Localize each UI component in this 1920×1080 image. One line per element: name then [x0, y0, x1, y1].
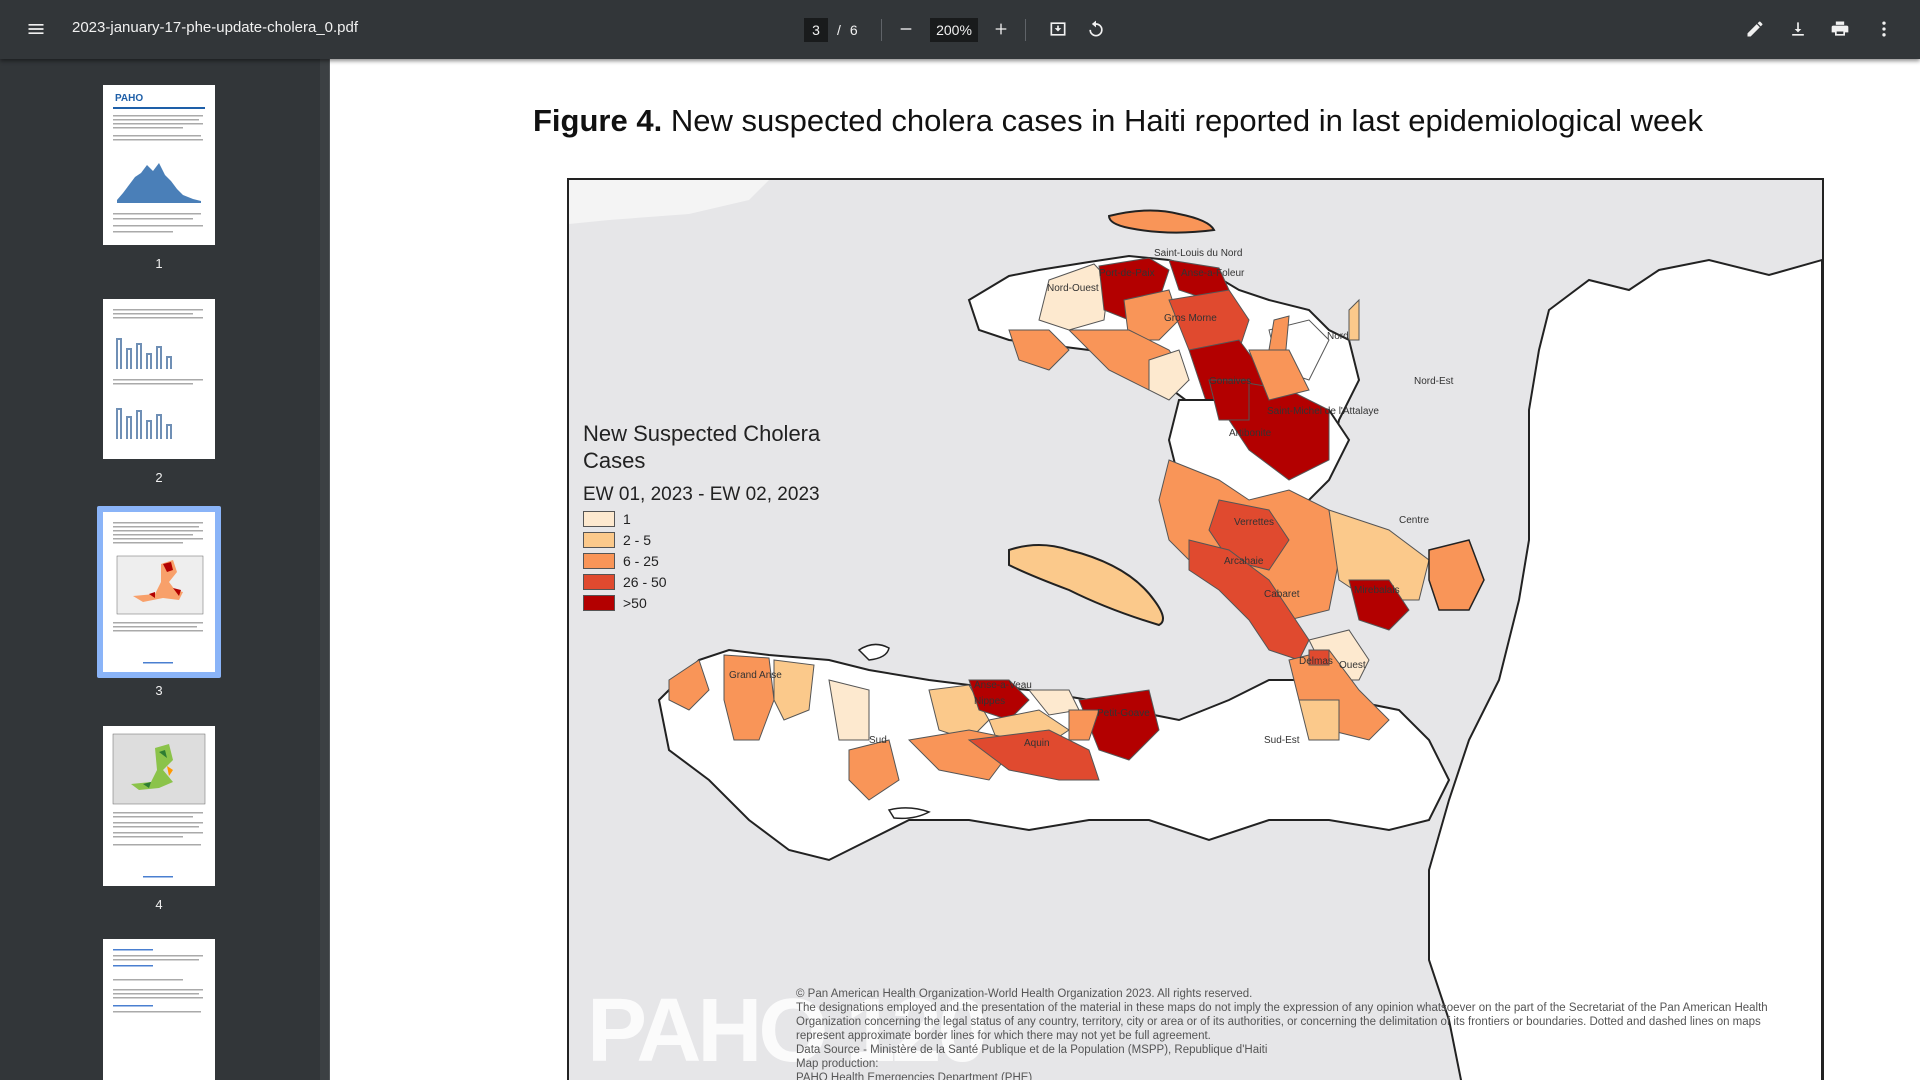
legend-subtitle: EW 01, 2023 - EW 02, 2023 [583, 484, 820, 505]
map-region-label: Saint-Michel de l'Attalaye [1267, 406, 1379, 417]
page-selector: / 6 [804, 18, 858, 42]
menu-icon[interactable] [16, 9, 56, 49]
map-region-label: Sud-Est [1264, 735, 1300, 746]
map-region-label: Port-de-Paix [1099, 268, 1155, 279]
map-region-label: Petit-Goave [1097, 708, 1150, 719]
credit-line: PAHO Health Emergencies Department (PHE) [796, 1072, 1033, 1080]
credit-line: Data Source - Ministère de la Santé Publ… [796, 1044, 1268, 1056]
document-title: 2023-january-17-phe-update-cholera_0.pdf [72, 19, 359, 36]
credit-line: Map production: [796, 1058, 879, 1070]
map-region-label: Cabaret [1264, 589, 1300, 600]
legend-item: 2 - 5 [583, 532, 843, 548]
more-options-icon[interactable] [1864, 9, 1904, 49]
print-icon[interactable] [1820, 9, 1860, 49]
map-region-label: Nord-Ouest [1047, 283, 1099, 294]
haiti-cholera-map: New Suspected Cholera Cases EW 01, 2023 … [567, 178, 1824, 1080]
legend-item: 26 - 50 [583, 574, 843, 590]
thumbnail-preview [113, 949, 203, 1013]
map-region-label: Anse-a-Veau [974, 680, 1032, 691]
zoom-out-button[interactable] [886, 9, 926, 49]
page-separator: / [837, 22, 841, 38]
map-region-label: Mirebalais [1354, 585, 1400, 596]
total-pages: 6 [849, 22, 858, 38]
map-region-label: Grand Anse [729, 670, 782, 681]
legend-label: 1 [623, 511, 631, 527]
legend-swatch [583, 595, 615, 611]
legend-item: 6 - 25 [583, 553, 843, 569]
map-region-label: Aquin [1024, 738, 1050, 749]
thumbnail-preview: PAHO [113, 93, 205, 233]
map-credits: © Pan American Health Organization-World… [796, 987, 1796, 1080]
page-thumbnail-5[interactable] [103, 939, 215, 1080]
map-region-label: Delmas [1299, 656, 1333, 667]
page-thumbnail-2[interactable] [103, 299, 215, 459]
map-region-label: Arcahaie [1224, 556, 1264, 567]
map-region-label: Gros Morne [1164, 313, 1217, 324]
legend-label: 26 - 50 [623, 574, 667, 590]
map-region-label: Centre [1399, 515, 1430, 526]
legend-label: >50 [623, 595, 647, 611]
map-region-label: Saint-Louis du Nord [1154, 248, 1243, 259]
zoom-in-button[interactable] [981, 9, 1021, 49]
page-thumbnail-3[interactable] [103, 512, 215, 672]
thumbnail-page-number: 1 [155, 256, 163, 271]
map-region-label: Anse-a-Foleur [1181, 268, 1245, 279]
legend-label: 2 - 5 [623, 532, 652, 548]
thumbnail-sidebar: PAHO 1 2 [0, 59, 320, 1080]
download-icon[interactable] [1778, 9, 1818, 49]
figure-caption: Figure 4. New suspected cholera cases in… [533, 103, 1703, 139]
page-thumbnail-4[interactable] [103, 726, 215, 886]
thumbnail-preview [113, 309, 203, 439]
svg-text:PAHO: PAHO [115, 93, 143, 104]
map-legend: New Suspected Cholera Cases EW 01, 2023 … [583, 420, 843, 611]
credit-line: The designations employed and the presen… [796, 1002, 1768, 1042]
map-region-label: Sud [869, 735, 887, 746]
legend-label: 6 - 25 [623, 553, 659, 569]
pdf-toolbar: 2023-january-17-phe-update-cholera_0.pdf… [0, 0, 1920, 59]
legend-item: 1 [583, 511, 843, 527]
legend-swatch [583, 511, 615, 527]
legend-item: >50 [583, 595, 843, 611]
thumbnail-page-number: 2 [155, 470, 163, 485]
credit-line: © Pan American Health Organization-World… [796, 988, 1253, 1000]
legend-swatch [583, 553, 615, 569]
map-region-label: Ouest [1339, 660, 1366, 671]
fit-to-page-icon[interactable] [1038, 9, 1078, 49]
map-graphic [569, 180, 1822, 1080]
thumbnail-preview [113, 522, 204, 664]
paho-120-watermark: PAHO 120 [587, 981, 988, 1080]
sidebar-scrollbar[interactable] [320, 59, 329, 1080]
map-region-label: Artibonite [1229, 428, 1272, 439]
thumbnail-preview [112, 733, 206, 878]
legend-title: New Suspected Cholera Cases [583, 421, 821, 473]
legend-swatch [583, 574, 615, 590]
page-number-input[interactable] [804, 18, 828, 42]
toolbar-divider [881, 19, 882, 41]
map-region-label: Gonaives [1209, 376, 1252, 387]
zoom-input[interactable] [930, 18, 978, 42]
map-region-label: Verrettes [1234, 517, 1275, 528]
page-thumbnail-1[interactable]: PAHO [103, 85, 215, 245]
annotate-pencil-icon[interactable] [1735, 9, 1775, 49]
map-region-label: Nord [1327, 331, 1349, 342]
toolbar-divider [1025, 19, 1026, 41]
map-region-label: Nord-Est [1414, 376, 1454, 387]
map-region-label: Nippes [974, 696, 1006, 707]
pdf-page-3: Figure 4. New suspected cholera cases in… [330, 59, 1920, 1080]
thumbnail-page-number: 3 [155, 683, 163, 698]
thumbnail-page-number: 4 [155, 897, 163, 912]
rotate-icon[interactable] [1076, 9, 1116, 49]
legend-swatch [583, 532, 615, 548]
figure-label: Figure 4. [533, 103, 663, 138]
figure-caption-text: New suspected cholera cases in Haiti rep… [662, 103, 1703, 138]
